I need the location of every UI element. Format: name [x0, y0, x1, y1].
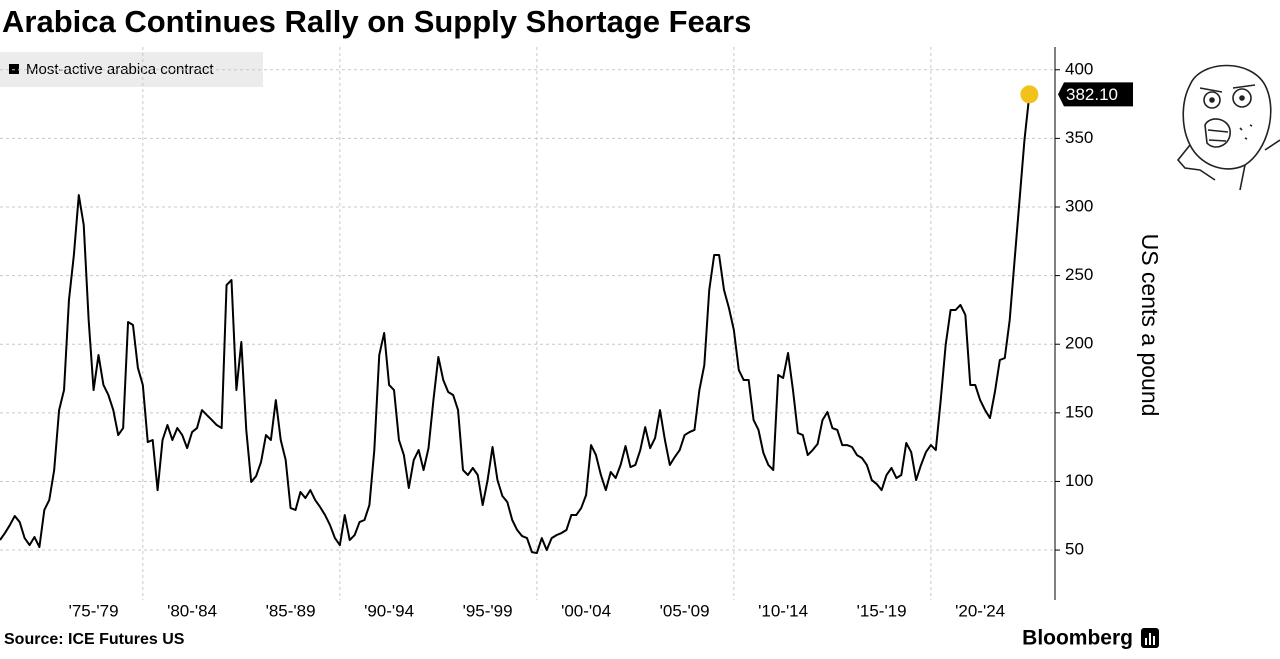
y-tick-label: 300 — [1065, 196, 1093, 215]
y-tick-label: 150 — [1065, 402, 1093, 421]
end-label: 382.10 — [1066, 85, 1118, 104]
y-tick-label: 50 — [1065, 540, 1084, 559]
x-tick-label: '90-'94 — [364, 601, 414, 620]
meme-face — [1176, 64, 1280, 191]
x-tick-label: '00-'04 — [561, 601, 611, 620]
x-tick-label: '95-'99 — [463, 601, 513, 620]
source: Source: ICE Futures US — [4, 631, 185, 648]
y-tick-label: 250 — [1065, 265, 1093, 284]
y-tick-label: 400 — [1065, 59, 1093, 78]
end-label-box — [1058, 82, 1133, 107]
y-axis-label: US cents a pound — [1137, 234, 1163, 417]
chart-title: Arabica Continues Rally on Supply Shorta… — [2, 4, 751, 39]
plot-grid — [0, 47, 1055, 600]
x-tick-label: '15-'19 — [857, 601, 907, 620]
x-tick-label: '85-'89 — [266, 601, 316, 620]
series-line — [0, 94, 1031, 555]
x-tick-label: '10-'14 — [758, 601, 808, 620]
legend-swatch — [9, 64, 19, 74]
x-tick-label: '80-'84 — [167, 601, 217, 620]
brand-icon — [1141, 628, 1159, 648]
brand: Bloomberg — [1022, 627, 1133, 650]
y-tick-label: 100 — [1065, 471, 1093, 490]
x-tick-label: '20-'24 — [955, 601, 1005, 620]
y-tick-label: 350 — [1065, 128, 1093, 147]
y-tick-label: 200 — [1065, 334, 1093, 353]
end-point — [1020, 85, 1039, 104]
x-tick-label: '75-'79 — [69, 601, 119, 620]
x-tick-label: '05-'09 — [660, 601, 710, 620]
